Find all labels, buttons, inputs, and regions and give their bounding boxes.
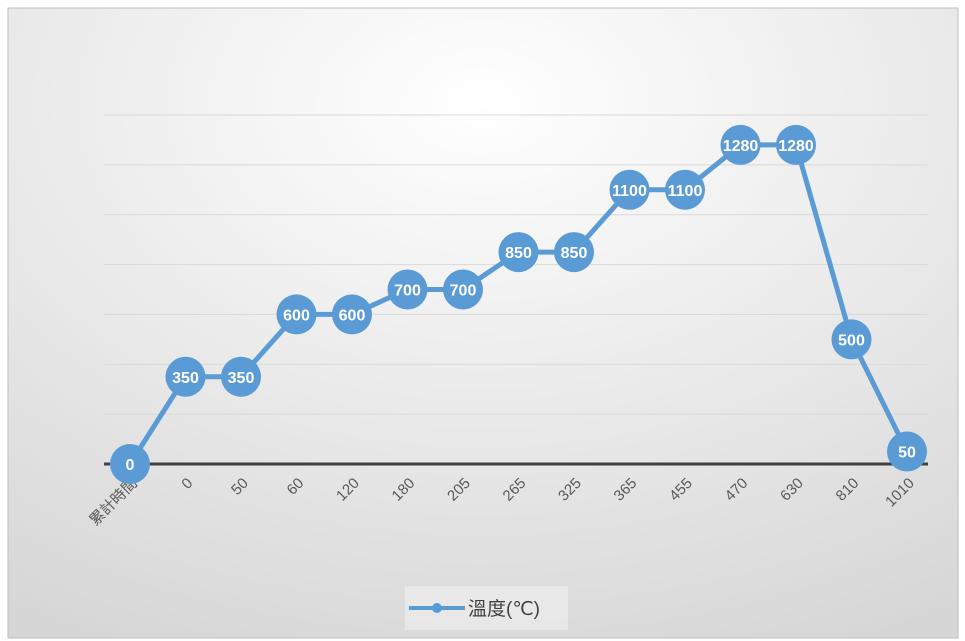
data-label: 50 bbox=[898, 445, 916, 462]
data-point-marker bbox=[887, 431, 927, 472]
data-point-marker bbox=[110, 444, 150, 484]
data-points: 0 350 350 600 600 700 700 850 850 1100 1100 1280 128… bbox=[110, 124, 927, 484]
data-label: 850 bbox=[561, 245, 588, 262]
data-point-marker bbox=[221, 356, 261, 397]
data-label: 600 bbox=[339, 307, 366, 324]
data-point-marker bbox=[498, 232, 539, 273]
data-label: 350 bbox=[172, 370, 199, 387]
data-label: 850 bbox=[505, 245, 532, 262]
data-label: 1280 bbox=[723, 138, 759, 155]
data-label: 600 bbox=[283, 307, 310, 324]
data-point-marker bbox=[165, 356, 206, 397]
data-label: 1280 bbox=[778, 138, 814, 155]
data-label: 500 bbox=[838, 332, 865, 349]
data-label: 1100 bbox=[612, 183, 647, 200]
data-point-marker bbox=[831, 319, 872, 360]
data-point-marker bbox=[720, 124, 761, 165]
data-point-marker bbox=[609, 169, 650, 210]
legend[interactable]: 溫度(℃) bbox=[405, 586, 568, 630]
legend-marker-sample bbox=[432, 603, 442, 613]
data-label: 1100 bbox=[668, 183, 703, 200]
data-label: 700 bbox=[394, 283, 421, 300]
data-label: 700 bbox=[450, 283, 477, 300]
data-point-marker bbox=[443, 269, 483, 310]
data-point-marker bbox=[665, 169, 705, 210]
chart-background bbox=[7, 7, 959, 639]
data-label: 350 bbox=[228, 370, 255, 387]
data-point-marker bbox=[276, 294, 317, 335]
data-point-marker bbox=[332, 294, 372, 335]
data-point-marker bbox=[387, 269, 428, 310]
data-point-marker bbox=[776, 124, 816, 165]
data-point-marker bbox=[554, 232, 594, 273]
data-label: 0 bbox=[126, 457, 135, 474]
legend-label: 溫度(℃) bbox=[468, 598, 540, 620]
